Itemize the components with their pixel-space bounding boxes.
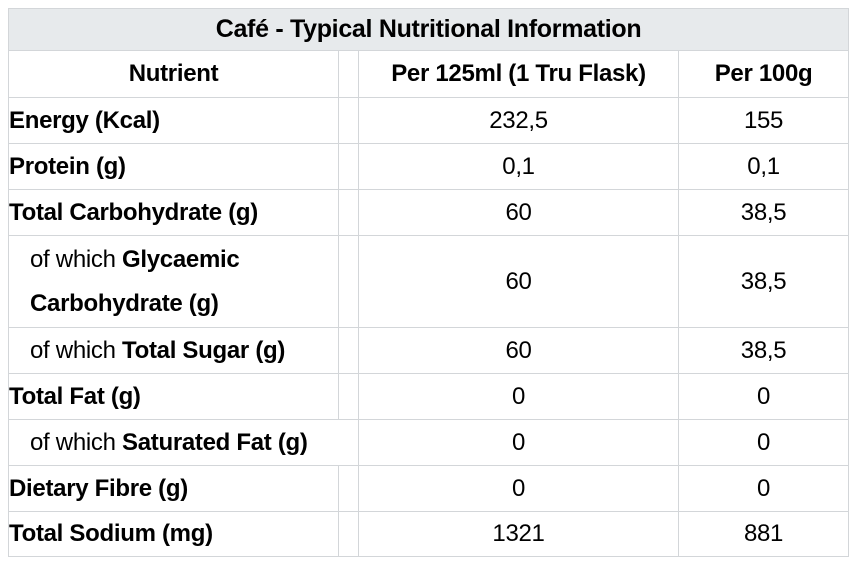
spacer-cell xyxy=(338,235,359,328)
table-row-energy: Energy (Kcal) 232,5 155 xyxy=(8,97,850,144)
row-label: Total Fat (g) xyxy=(8,373,339,420)
value-per100: 0 xyxy=(677,465,850,512)
row-label: Protein (g) xyxy=(8,143,339,190)
value-per125: 0,1 xyxy=(358,143,679,190)
spacer-cell xyxy=(338,143,359,190)
table-title-row: Café - Typical Nutritional Information xyxy=(7,8,850,51)
column-header-nutrient: Nutrient xyxy=(8,50,339,98)
table-row-dietary-fibre: Dietary Fibre (g) 0 0 xyxy=(8,465,850,512)
spacer-cell xyxy=(338,97,359,144)
table-row-glycaemic-carbohydrate: of which Glycaemic Carbohydrate (g) 60 3… xyxy=(8,235,850,328)
spacer-cell xyxy=(338,511,359,557)
value-per125: 0 xyxy=(358,465,679,512)
value-per125: 0 xyxy=(358,419,679,466)
value-per100: 38,5 xyxy=(677,327,850,374)
table-header-row: Nutrient Per 125ml (1 Tru Flask) Per 100… xyxy=(8,50,850,98)
value-per100: 0 xyxy=(677,419,850,466)
table-row-total-carbohydrate: Total Carbohydrate (g) 60 38,5 xyxy=(8,189,850,236)
value-per100: 0 xyxy=(677,373,850,420)
value-per125: 60 xyxy=(358,189,679,236)
value-per100: 881 xyxy=(677,511,850,557)
spacer-cell xyxy=(338,373,359,420)
value-per100: 0,1 xyxy=(677,143,850,190)
table-row-total-sodium: Total Sodium (mg) 1321 881 xyxy=(8,511,850,557)
table-row-total-fat: Total Fat (g) 0 0 xyxy=(8,373,850,420)
row-label-main: Saturated Fat (g) xyxy=(122,428,308,456)
row-label-prefix: of which xyxy=(30,428,123,456)
row-label: Total Sodium (mg) xyxy=(8,511,339,557)
value-per125: 60 xyxy=(358,235,679,328)
row-label: of which Saturated Fat (g) xyxy=(8,419,359,466)
row-label: of which Total Sugar (g) xyxy=(8,327,339,374)
row-label-main: Total Sodium (mg) xyxy=(9,520,214,547)
spacer-header-cell xyxy=(338,50,359,98)
value-per125: 0 xyxy=(358,373,679,420)
row-label-main: Total Fat (g) xyxy=(9,382,141,410)
value-per100: 155 xyxy=(677,97,850,144)
row-label-main: Total Sugar (g) xyxy=(122,336,286,364)
value-per125: 232,5 xyxy=(358,97,679,144)
nutrition-table: Café - Typical Nutritional Information N… xyxy=(7,8,850,557)
row-label-main: Protein (g) xyxy=(9,152,127,180)
value-per125: 60 xyxy=(358,327,679,374)
row-label: Total Carbohydrate (g) xyxy=(8,189,339,236)
column-header-per125: Per 125ml (1 Tru Flask) xyxy=(358,50,679,98)
row-label-main: Glycaemic Carbohydrate (g) xyxy=(30,245,240,317)
column-header-per100: Per 100g xyxy=(677,50,850,98)
spacer-cell xyxy=(338,189,359,236)
row-label-main: Dietary Fibre (g) xyxy=(9,474,189,502)
row-label-main: Energy (Kcal) xyxy=(9,106,161,134)
table-row-protein: Protein (g) 0,1 0,1 xyxy=(8,143,850,190)
spacer-cell xyxy=(338,327,359,374)
value-per125: 1321 xyxy=(358,511,679,557)
table-row-total-sugar: of which Total Sugar (g) 60 38,5 xyxy=(8,327,850,374)
row-label-prefix: of which xyxy=(30,245,123,273)
row-label: of which Glycaemic Carbohydrate (g) xyxy=(8,235,339,328)
row-label: Dietary Fibre (g) xyxy=(8,465,339,512)
table-title: Café - Typical Nutritional Information xyxy=(7,8,850,51)
row-label-main: Total Carbohydrate (g) xyxy=(9,198,259,226)
spacer-cell xyxy=(338,465,359,512)
row-label: Energy (Kcal) xyxy=(8,97,339,144)
row-label-prefix: of which xyxy=(30,336,123,364)
value-per100: 38,5 xyxy=(677,235,850,328)
value-per100: 38,5 xyxy=(677,189,850,236)
table-row-saturated-fat: of which Saturated Fat (g) 0 0 xyxy=(8,419,850,466)
